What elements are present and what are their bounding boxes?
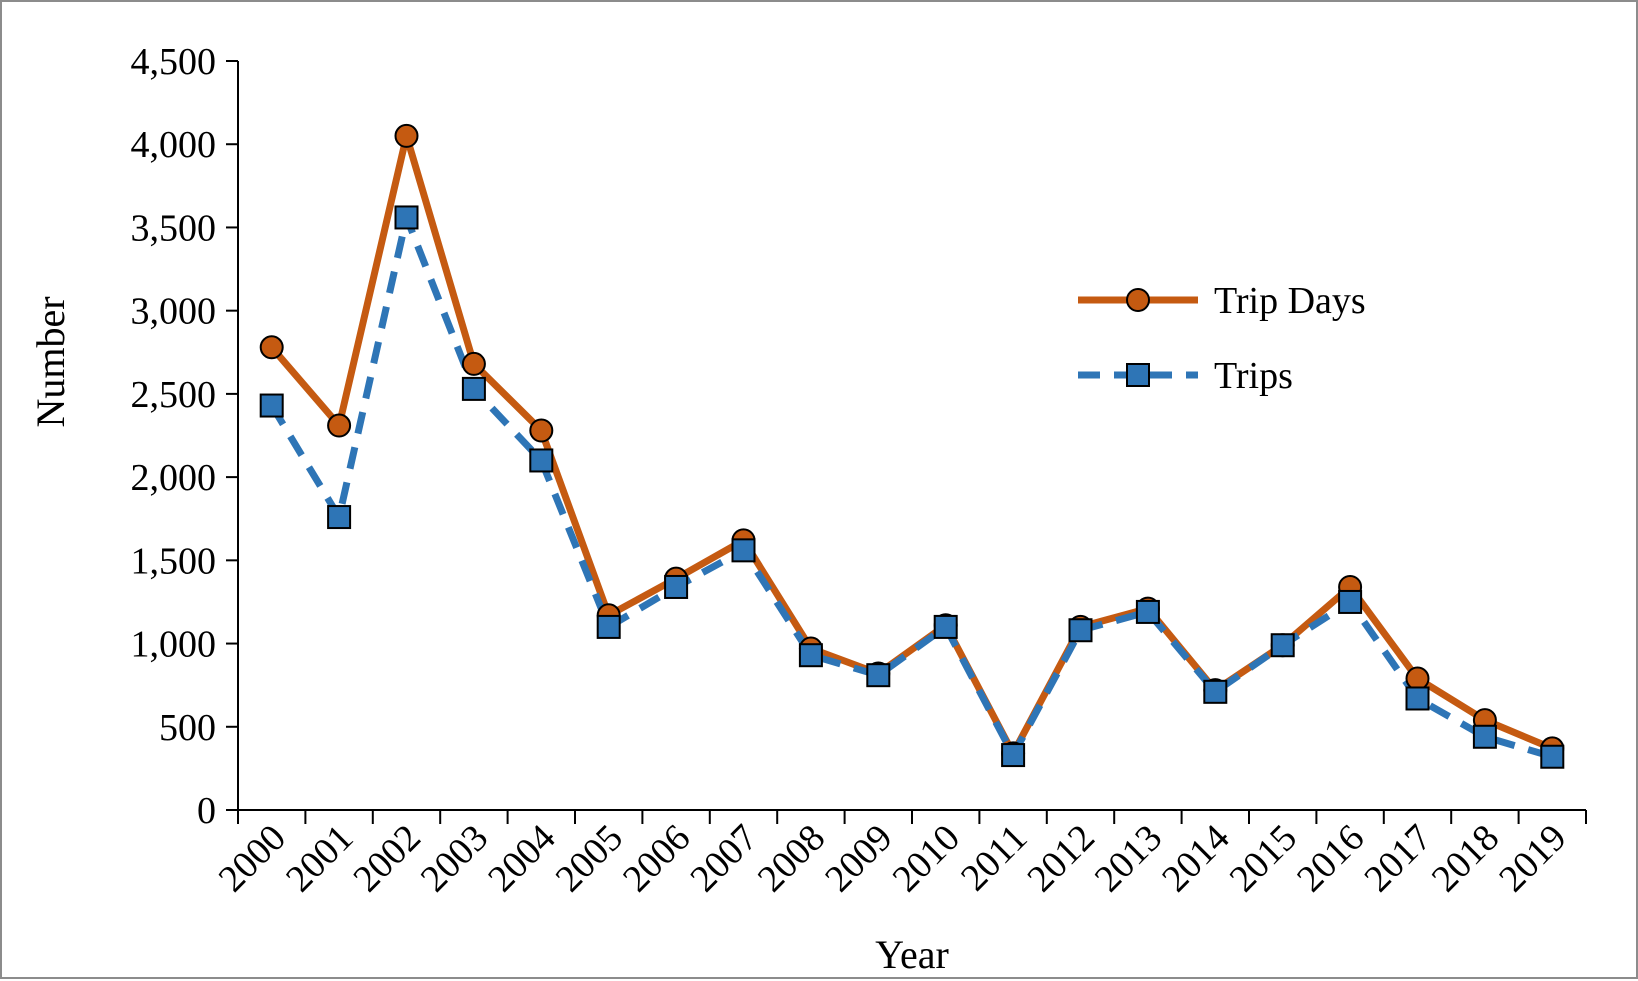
x-tick-label: 2017 [1356,817,1439,900]
data-point-square [933,614,958,639]
y-axis: 0 500 1,000 1,500 2,000 2,500 3,000 3,500 4,000 4… [131,41,239,832]
data-point-square [1001,743,1026,768]
y-tick-label: 3,000 [131,291,217,333]
data-point-circle [461,351,486,376]
y-tick-label: 4,500 [131,41,217,83]
data-point-square [1540,744,1565,769]
x-tick-label: 2016 [1289,817,1372,900]
x-tick-label: 2015 [1222,817,1305,900]
data-point-square [866,663,891,688]
x-tick-label: 2006 [615,817,698,900]
x-tick-label: 2004 [480,817,563,900]
y-tick-label: 3,500 [131,207,217,249]
data-point-circle [394,123,419,148]
data-point-square [461,376,486,401]
x-tick-label: 2000 [211,817,294,900]
y-tick-label: 1,000 [131,624,217,666]
data-point-square [1270,633,1295,658]
series-line-1 [268,132,1556,757]
x-tick-label: 2012 [1019,817,1102,900]
x-tick-label: 2014 [1154,817,1237,900]
x-tick-label: 2008 [750,817,833,900]
y-tick-label: 500 [159,707,216,749]
data-point-square [259,393,284,418]
x-tick-label: 2018 [1424,817,1507,900]
legend: Trip Days Trips [1078,280,1366,397]
data-point-circle [259,335,284,360]
data-point-square [1203,679,1228,704]
legend-label: Trip Days [1214,280,1366,322]
data-point-square [596,614,621,639]
legend-marker-square [1126,363,1150,387]
data-point-circle [529,418,554,443]
series-layer [259,123,1565,769]
x-tick-label: 2002 [345,817,428,900]
data-point-circle [327,413,352,438]
data-point-square [394,205,419,230]
x-tick-label: 2019 [1491,817,1574,900]
y-tick-label: 2,000 [131,457,217,499]
legend-label: Trips [1214,355,1293,397]
x-tick-label: 2009 [817,817,900,900]
data-point-square [731,538,756,563]
x-tick-label: 2001 [278,817,361,900]
data-point-square [1338,589,1363,614]
data-point-square [1068,618,1093,643]
y-axis-title: Number [28,296,73,427]
y-tick-label: 0 [197,790,216,832]
x-tick-label: 2005 [548,817,631,900]
x-axis-title: Year [875,932,949,977]
x-tick-label: 2013 [1087,817,1170,900]
data-point-square [664,574,689,599]
x-tick-label: 2003 [413,817,496,900]
data-point-square [798,643,823,668]
x-tick-label: 2010 [885,817,968,900]
data-point-square [529,448,554,473]
y-tick-label: 4,000 [131,124,217,166]
y-tick-label: 1,500 [131,540,217,582]
x-axis: 2000200120022003200420052006200720082009… [211,809,1587,900]
data-point-circle [1405,666,1430,691]
data-point-square [1135,599,1160,624]
legend-marker-circle [1126,288,1150,312]
data-point-square [1472,724,1497,749]
data-point-square [327,505,352,530]
x-tick-label: 2007 [682,817,765,900]
y-tick-label: 2,500 [131,374,217,416]
x-tick-label: 2011 [953,817,1035,899]
data-point-square [1405,686,1430,711]
